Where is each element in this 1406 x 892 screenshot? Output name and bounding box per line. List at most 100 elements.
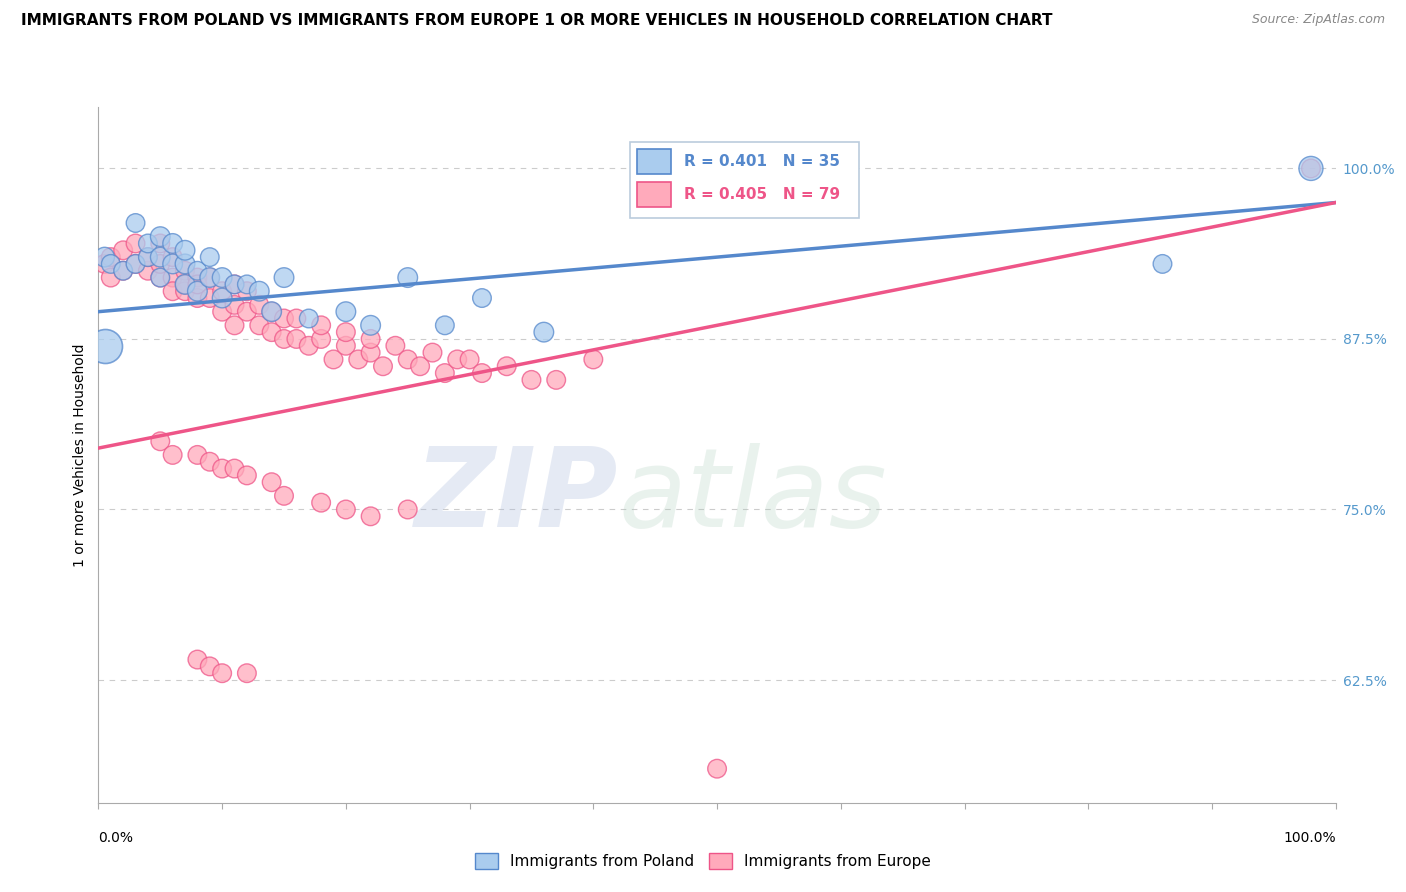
Point [149,270,172,285]
Point [174,257,197,271]
Point [260,475,283,490]
Point [198,270,221,285]
Point [706,762,728,776]
Point [162,236,184,251]
Point [198,270,221,285]
Point [309,496,332,510]
Point [471,291,494,305]
Point [149,434,172,449]
Point [211,461,233,475]
Legend: Immigrants from Poland, Immigrants from Europe: Immigrants from Poland, Immigrants from … [468,847,938,875]
Text: atlas: atlas [619,443,887,550]
Point [174,277,197,292]
Point [247,318,270,333]
Point [211,270,233,285]
Point [186,284,208,298]
Point [309,332,332,346]
Point [162,284,184,298]
Text: Source: ZipAtlas.com: Source: ZipAtlas.com [1251,13,1385,27]
Bar [637,182,671,207]
Point [112,264,135,278]
Point [211,291,233,305]
Point [546,373,568,387]
Point [273,332,295,346]
Point [260,304,283,318]
Point [360,318,382,333]
Point [136,250,159,264]
Point [174,264,197,278]
Point [446,352,468,367]
Y-axis label: 1 or more Vehicles in Household: 1 or more Vehicles in Household [73,343,87,566]
Point [100,270,122,285]
Point [371,359,394,374]
Point [162,448,184,462]
Point [149,229,172,244]
Point [224,461,246,475]
Point [93,257,115,271]
Point [433,318,456,333]
Point [198,659,221,673]
Point [211,304,233,318]
Point [396,270,419,285]
Point [162,257,184,271]
Point [495,359,517,374]
Point [273,311,295,326]
Point [136,250,159,264]
Point [93,339,115,353]
Point [93,250,115,264]
Point [335,325,357,339]
Point [198,250,221,264]
Point [224,277,246,292]
Text: R = 0.405   N = 79: R = 0.405 N = 79 [683,187,839,202]
Text: ZIP: ZIP [415,443,619,550]
Point [347,352,370,367]
Point [224,298,246,312]
Point [198,455,221,469]
Point [458,352,481,367]
Point [520,373,543,387]
Text: 0.0%: 0.0% [98,830,134,845]
Point [224,277,246,292]
Point [409,359,432,374]
Point [236,304,259,318]
Point [236,284,259,298]
Point [186,448,208,462]
Point [136,264,159,278]
Point [273,270,295,285]
Point [582,352,605,367]
Point [174,244,197,258]
Point [533,325,555,339]
Point [396,502,419,516]
Point [211,666,233,681]
Point [224,318,246,333]
Point [149,236,172,251]
Point [1152,257,1174,271]
Point [1299,161,1322,176]
Point [335,304,357,318]
Point [124,257,146,271]
Point [162,270,184,285]
Point [260,325,283,339]
Text: R = 0.401   N = 35: R = 0.401 N = 35 [683,153,839,169]
Point [149,270,172,285]
Point [285,332,308,346]
Point [186,652,208,666]
Point [360,332,382,346]
Point [124,216,146,230]
Point [298,339,321,353]
Point [236,666,259,681]
Point [285,311,308,326]
Point [100,250,122,264]
Point [124,236,146,251]
Point [433,366,456,380]
Point [149,257,172,271]
Point [360,345,382,359]
Point [198,291,221,305]
Point [1299,161,1322,176]
Point [186,277,208,292]
Point [335,502,357,516]
Point [396,352,419,367]
Point [211,284,233,298]
Point [186,291,208,305]
Point [112,244,135,258]
